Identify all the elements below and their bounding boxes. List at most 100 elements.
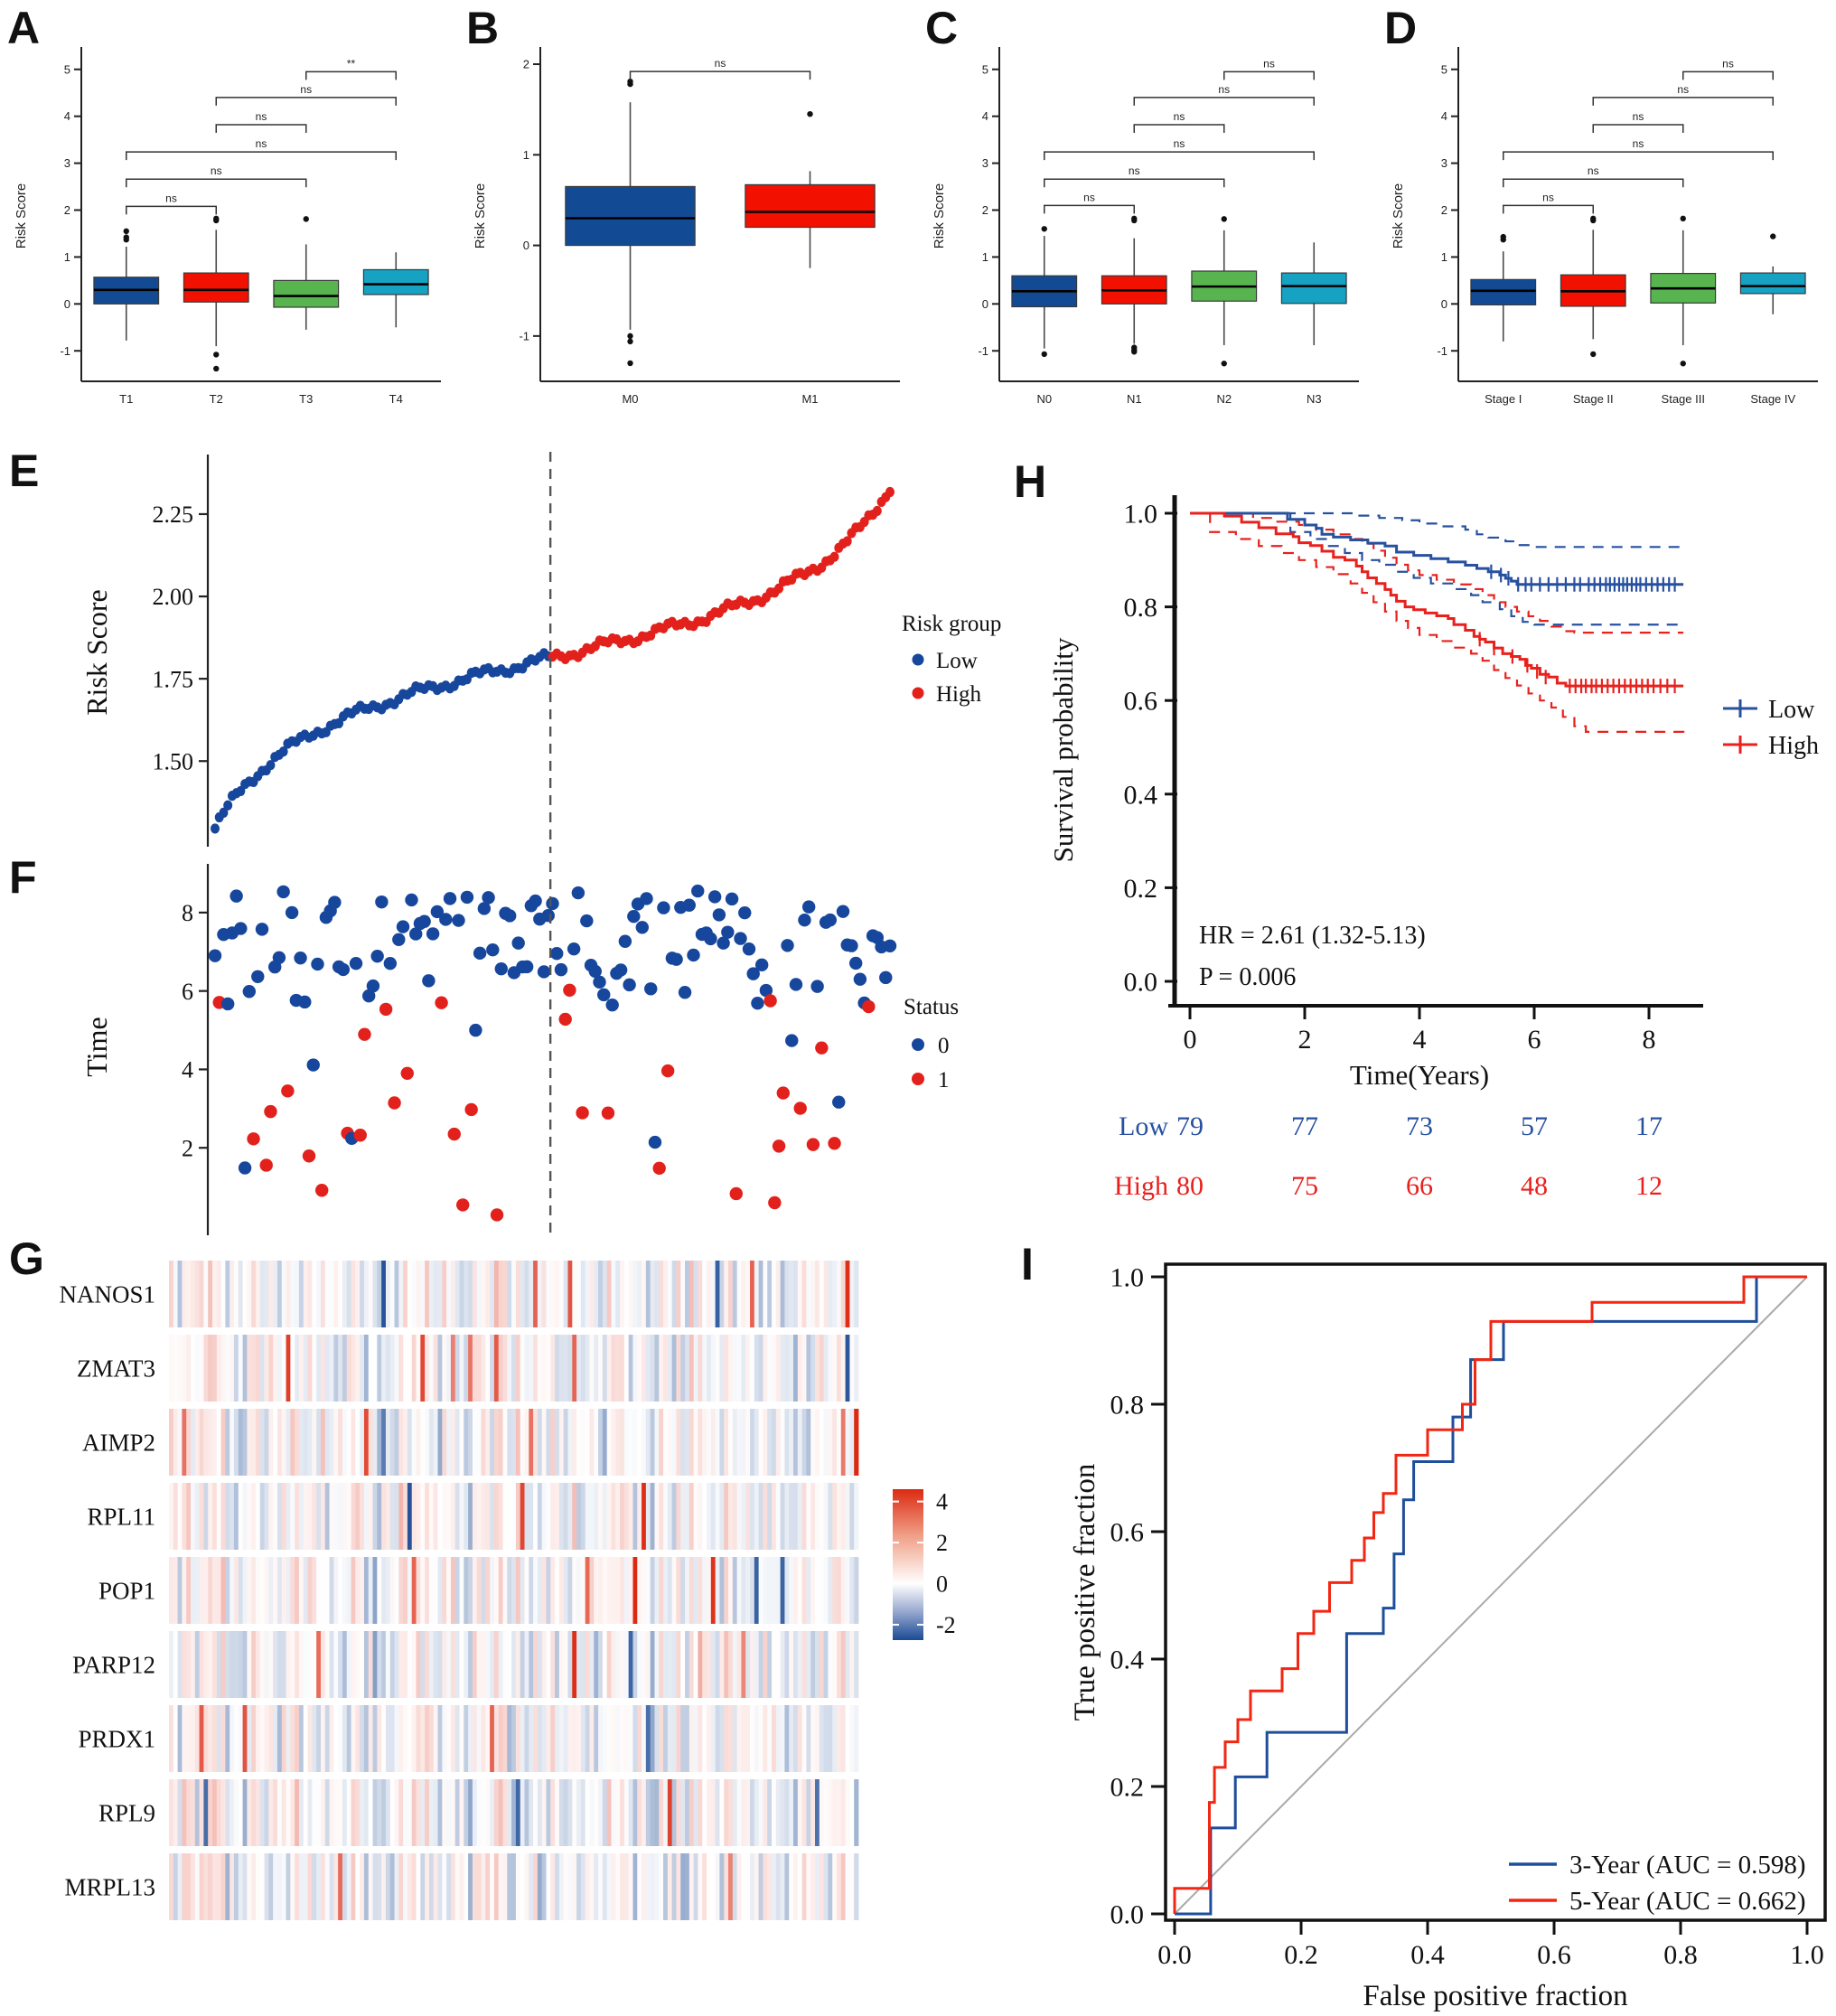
boxplot-M-stage: 2 1 0 -1 Risk Score M0 M1 ns xyxy=(473,47,900,406)
significance-brackets: ns ns ns ns ns ** xyxy=(126,57,397,215)
colorbar-tick-label: 0 xyxy=(936,1571,948,1598)
y-tick-label: 1 xyxy=(64,250,70,264)
y-tick-label: -1 xyxy=(519,329,529,342)
legend-label: Low xyxy=(1768,696,1815,724)
survival-time-scatter: 8 6 4 2 Time Status 0 1 xyxy=(80,862,959,1236)
panel-i-letter: I xyxy=(1021,1239,1034,1289)
y-axis-label: Risk Score xyxy=(1391,183,1406,249)
legend-title: Status xyxy=(904,995,959,1019)
y-tick-label: 5 xyxy=(1441,62,1447,76)
legend-label: 1 xyxy=(938,1068,950,1092)
y-tick-label: 3 xyxy=(1441,156,1447,170)
x-tick-label: T1 xyxy=(119,392,133,406)
y-tick-label: 0 xyxy=(523,239,529,252)
gene-labels: NANOS1 ZMAT3 AIMP2 RPL11 POP1 PARP12 PRDX1 RPL9… xyxy=(59,1280,155,1900)
panel-d-letter: D xyxy=(1384,3,1418,53)
x-tick-label: M1 xyxy=(801,392,818,406)
axes: 5 4 3 2 1 0 -1 Risk Score N0 N1 N2 N3 xyxy=(932,47,1359,406)
x-tick-label: 2 xyxy=(1298,1025,1312,1055)
y-tick-label: 0.2 xyxy=(1110,1773,1145,1803)
risk-table-value: 79 xyxy=(1176,1111,1204,1141)
colorbar-tick-label: 2 xyxy=(936,1530,948,1556)
legend-label: Low xyxy=(936,649,978,673)
panel-c-letter: C xyxy=(925,3,959,53)
x-tick-label: 4 xyxy=(1413,1025,1427,1055)
y-tick-label: 2 xyxy=(182,1135,193,1161)
significance-label: ** xyxy=(347,57,356,70)
y-tick-label: 2 xyxy=(523,58,529,71)
box-T3 xyxy=(273,279,340,308)
legend-label: 5-Year (AUC = 0.662) xyxy=(1569,1887,1806,1916)
y-axis-label: True positive fraction xyxy=(1069,1464,1101,1721)
x-tick-label: Stage III xyxy=(1662,392,1705,406)
x-axis-label: False positive fraction xyxy=(1363,1980,1627,2012)
y-tick-label: 0.6 xyxy=(1110,1518,1145,1548)
risk-table-value: 12 xyxy=(1635,1171,1663,1201)
axes: 5 4 3 2 1 0 -1 Risk Score T1 T2 T3 T4 xyxy=(14,47,441,406)
gene-label-MRPL13: MRPL13 xyxy=(64,1873,155,1900)
legend-dot-Low xyxy=(912,653,924,666)
risk-table-value: 66 xyxy=(1406,1171,1433,1201)
legend-status: Status 0 1 xyxy=(904,995,959,1092)
legend-title: Risk group xyxy=(902,612,1001,636)
high-survival-curve xyxy=(1190,511,1684,688)
x-tick-label: 1.0 xyxy=(1790,1940,1824,1970)
risk-table-value: 73 xyxy=(1406,1111,1433,1141)
legend-dot-1 xyxy=(912,1073,924,1085)
y-tick-label: -1 xyxy=(978,344,988,358)
y-tick-label: 0 xyxy=(1441,297,1447,311)
significance-label: ns xyxy=(1083,191,1095,203)
significance-label: ns xyxy=(1633,137,1644,150)
risk-table-value: 75 xyxy=(1291,1171,1318,1201)
box-T4 xyxy=(362,268,429,295)
x-tick-label: 0.6 xyxy=(1537,1940,1571,1970)
gene-label-PRDX1: PRDX1 xyxy=(78,1725,155,1752)
x-tick-label: 0 xyxy=(1184,1025,1197,1055)
axes: 1.0 0.8 0.6 0.4 0.2 0.0 0 2 4 6 8 Survival probabil… xyxy=(1047,495,1703,1091)
legend-dot-0 xyxy=(912,1038,924,1051)
axes: 0.0 0.2 0.4 0.6 0.8 1.0 1.0 0.8 0.6 0.4 0.2 0.0 Fals… xyxy=(1069,1262,1827,2012)
x-tick-label: 8 xyxy=(1643,1025,1656,1055)
panel-h-letter: H xyxy=(1014,456,1047,507)
box-M1 xyxy=(745,183,876,229)
risk-table-value: 48 xyxy=(1521,1171,1548,1201)
roc-curve-5-Year xyxy=(1173,1275,1807,1914)
significance-brackets: ns ns ns ns ns ns xyxy=(1503,57,1774,214)
risk-table-value: 57 xyxy=(1521,1111,1548,1141)
chance-diagonal xyxy=(1174,1276,1808,1915)
y-tick-label: 4 xyxy=(1441,109,1447,123)
y-tick-label: 0.8 xyxy=(1110,1391,1145,1421)
risk-table-row-label: High xyxy=(1114,1171,1168,1201)
boxplot-tumor-stage: 5 4 3 2 1 0 -1 Risk Score Stage I Stage II Stage I… xyxy=(1391,47,1818,406)
risk-table-row-label: Low xyxy=(1119,1111,1168,1141)
x-tick-label: M0 xyxy=(622,392,638,406)
panel-g-letter: G xyxy=(9,1233,44,1284)
y-tick-label: 1.75 xyxy=(153,666,194,692)
y-tick-label: 1 xyxy=(982,250,988,264)
significance-label: ns xyxy=(1129,164,1140,177)
x-tick-label: N1 xyxy=(1127,392,1142,406)
y-tick-label: 1 xyxy=(1441,250,1447,264)
significance-label: ns xyxy=(1633,110,1644,123)
p-value-annotation: P = 0.006 xyxy=(1199,963,1296,991)
colorbar-tick-label: -2 xyxy=(936,1612,956,1638)
y-tick-label: 0.4 xyxy=(1124,780,1158,810)
box-M0 xyxy=(565,185,696,247)
panel-f-letter: F xyxy=(9,852,37,903)
legend-label: 0 xyxy=(938,1034,950,1058)
x-tick-label: 0.8 xyxy=(1663,1940,1698,1970)
gene-label-ZMAT3: ZMAT3 xyxy=(77,1355,155,1382)
x-tick-label: N2 xyxy=(1216,392,1232,406)
legend-label: High xyxy=(1768,732,1819,760)
y-axis-label: Risk Score xyxy=(473,183,488,249)
legend-label: 3-Year (AUC = 0.598) xyxy=(1569,1851,1806,1880)
y-axis-label: Risk Score xyxy=(14,183,29,249)
y-tick-label: 0.0 xyxy=(1124,968,1158,998)
roc-curve-3-Year xyxy=(1175,1275,1807,1916)
boxes xyxy=(1470,215,1806,367)
y-tick-label: 2 xyxy=(64,203,70,217)
y-tick-label: 4 xyxy=(182,1057,193,1083)
risk-score-rank-plot: 2.25 2.00 1.75 1.50 Risk Score Risk group Low H… xyxy=(80,452,1001,853)
box-N3 xyxy=(1280,272,1347,305)
y-tick-label: 0.8 xyxy=(1124,593,1158,623)
